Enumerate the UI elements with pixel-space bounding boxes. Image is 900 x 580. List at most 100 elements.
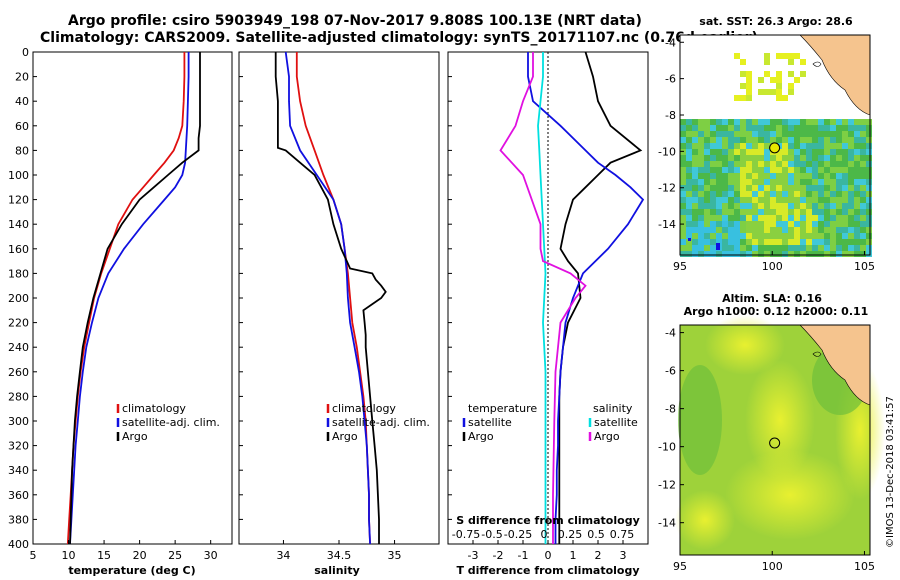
sst-pixel <box>722 143 728 149</box>
sst-pixel <box>830 197 836 203</box>
sst-pixel <box>800 215 806 221</box>
sst-pixel <box>716 119 722 125</box>
sst-pixel <box>788 53 794 59</box>
sst-pixel <box>782 125 788 131</box>
sst-pixel <box>794 251 800 257</box>
sst-pixel <box>818 131 824 137</box>
sst-pixel <box>764 53 770 59</box>
sst-pixel <box>686 227 692 233</box>
sdiff-tick-label: 0.75 <box>610 528 635 541</box>
sst-pixel <box>782 197 788 203</box>
sst-pixel <box>686 233 692 239</box>
sst-pixel <box>794 227 800 233</box>
sst-pixel <box>740 185 746 191</box>
sst-pixel <box>806 149 812 155</box>
sst-pixel <box>866 251 872 257</box>
sst-pixel <box>746 233 752 239</box>
sst-pixel <box>722 131 728 137</box>
sst-pixel <box>764 173 770 179</box>
sst-pixel <box>704 197 710 203</box>
sst-pixel <box>776 173 782 179</box>
sst-pixel <box>740 191 746 197</box>
sst-pixel <box>836 167 842 173</box>
tdiff-xtick-label: 0 <box>545 549 552 562</box>
sst-pixel <box>764 161 770 167</box>
sst-pixel <box>854 137 860 143</box>
legend-label: Argo <box>122 430 148 443</box>
depth-tick-label: 140 <box>8 218 29 231</box>
sst-pixel <box>788 125 794 131</box>
sst-pixel <box>752 215 758 221</box>
sst-pixel <box>788 59 794 65</box>
sst-pixel <box>866 119 872 125</box>
sst-pixel <box>806 161 812 167</box>
sst-pixel <box>698 143 704 149</box>
sla-map-title: Altim. SLA: 0.16 <box>722 292 822 305</box>
sst-pixel <box>854 179 860 185</box>
sst-pixel <box>692 161 698 167</box>
sst-pixel <box>764 167 770 173</box>
sst-pixel <box>770 119 776 125</box>
sst-pixel <box>710 221 716 227</box>
sst-pixel <box>812 215 818 221</box>
depth-tick-label: 240 <box>8 341 29 354</box>
sst-pixel <box>842 173 848 179</box>
sst-pixel <box>680 209 686 215</box>
sst-pixel <box>704 209 710 215</box>
sst-pixel <box>764 179 770 185</box>
sst-pixel <box>746 215 752 221</box>
sst-pixel <box>782 149 788 155</box>
sst-pixel <box>740 215 746 221</box>
sst-pixel <box>794 179 800 185</box>
salinity-frame <box>238 51 440 545</box>
sst-pixel <box>686 119 692 125</box>
sst-pixel <box>830 173 836 179</box>
sst-pixel <box>728 173 734 179</box>
sst-pixel <box>734 191 740 197</box>
sst-pixel <box>788 179 794 185</box>
sst-pixel <box>704 173 710 179</box>
sst-pixel <box>758 89 764 95</box>
sst-pixel <box>758 245 764 251</box>
sst-pixel <box>716 155 722 161</box>
sst-pixel <box>794 245 800 251</box>
sst-pixel <box>758 77 764 83</box>
sst-pixel <box>734 149 740 155</box>
sst-pixel <box>782 191 788 197</box>
sst-pixel <box>698 119 704 125</box>
sst-pixel <box>866 161 872 167</box>
depth-tick-label: 200 <box>8 292 29 305</box>
sst-pixel <box>704 143 710 149</box>
sst-pixel <box>752 209 758 215</box>
sst-pixel <box>782 119 788 125</box>
sst-pixel <box>830 203 836 209</box>
sst-pixel <box>686 215 692 221</box>
legend-label: climatology <box>122 402 186 415</box>
sst-pixel <box>776 89 782 95</box>
sst-pixel <box>782 155 788 161</box>
sst-pixel <box>698 173 704 179</box>
sst-pixel <box>848 173 854 179</box>
sst-pixel <box>806 119 812 125</box>
sst-pixel <box>788 209 794 215</box>
tdiff-xtick-label: 3 <box>620 549 627 562</box>
sst-pixel <box>752 137 758 143</box>
sst-pixel <box>866 149 872 155</box>
sst-pixel <box>818 209 824 215</box>
sst-pixel <box>722 179 728 185</box>
sla-high-2 <box>745 360 815 480</box>
sst-pixel <box>764 131 770 137</box>
p-diff-line-3 <box>499 52 587 544</box>
sst-pixel <box>704 149 710 155</box>
sst-pixel <box>758 233 764 239</box>
depth-tick-label: 280 <box>8 390 29 403</box>
sst-pixel <box>782 239 788 245</box>
sst-pixel <box>770 155 776 161</box>
sst-pixel <box>752 203 758 209</box>
sst-pixel <box>848 203 854 209</box>
sst-pixel <box>740 239 746 245</box>
sst-pixel <box>710 173 716 179</box>
sst-pixel <box>794 203 800 209</box>
sst-pixel <box>776 227 782 233</box>
sst-pixel <box>758 167 764 173</box>
